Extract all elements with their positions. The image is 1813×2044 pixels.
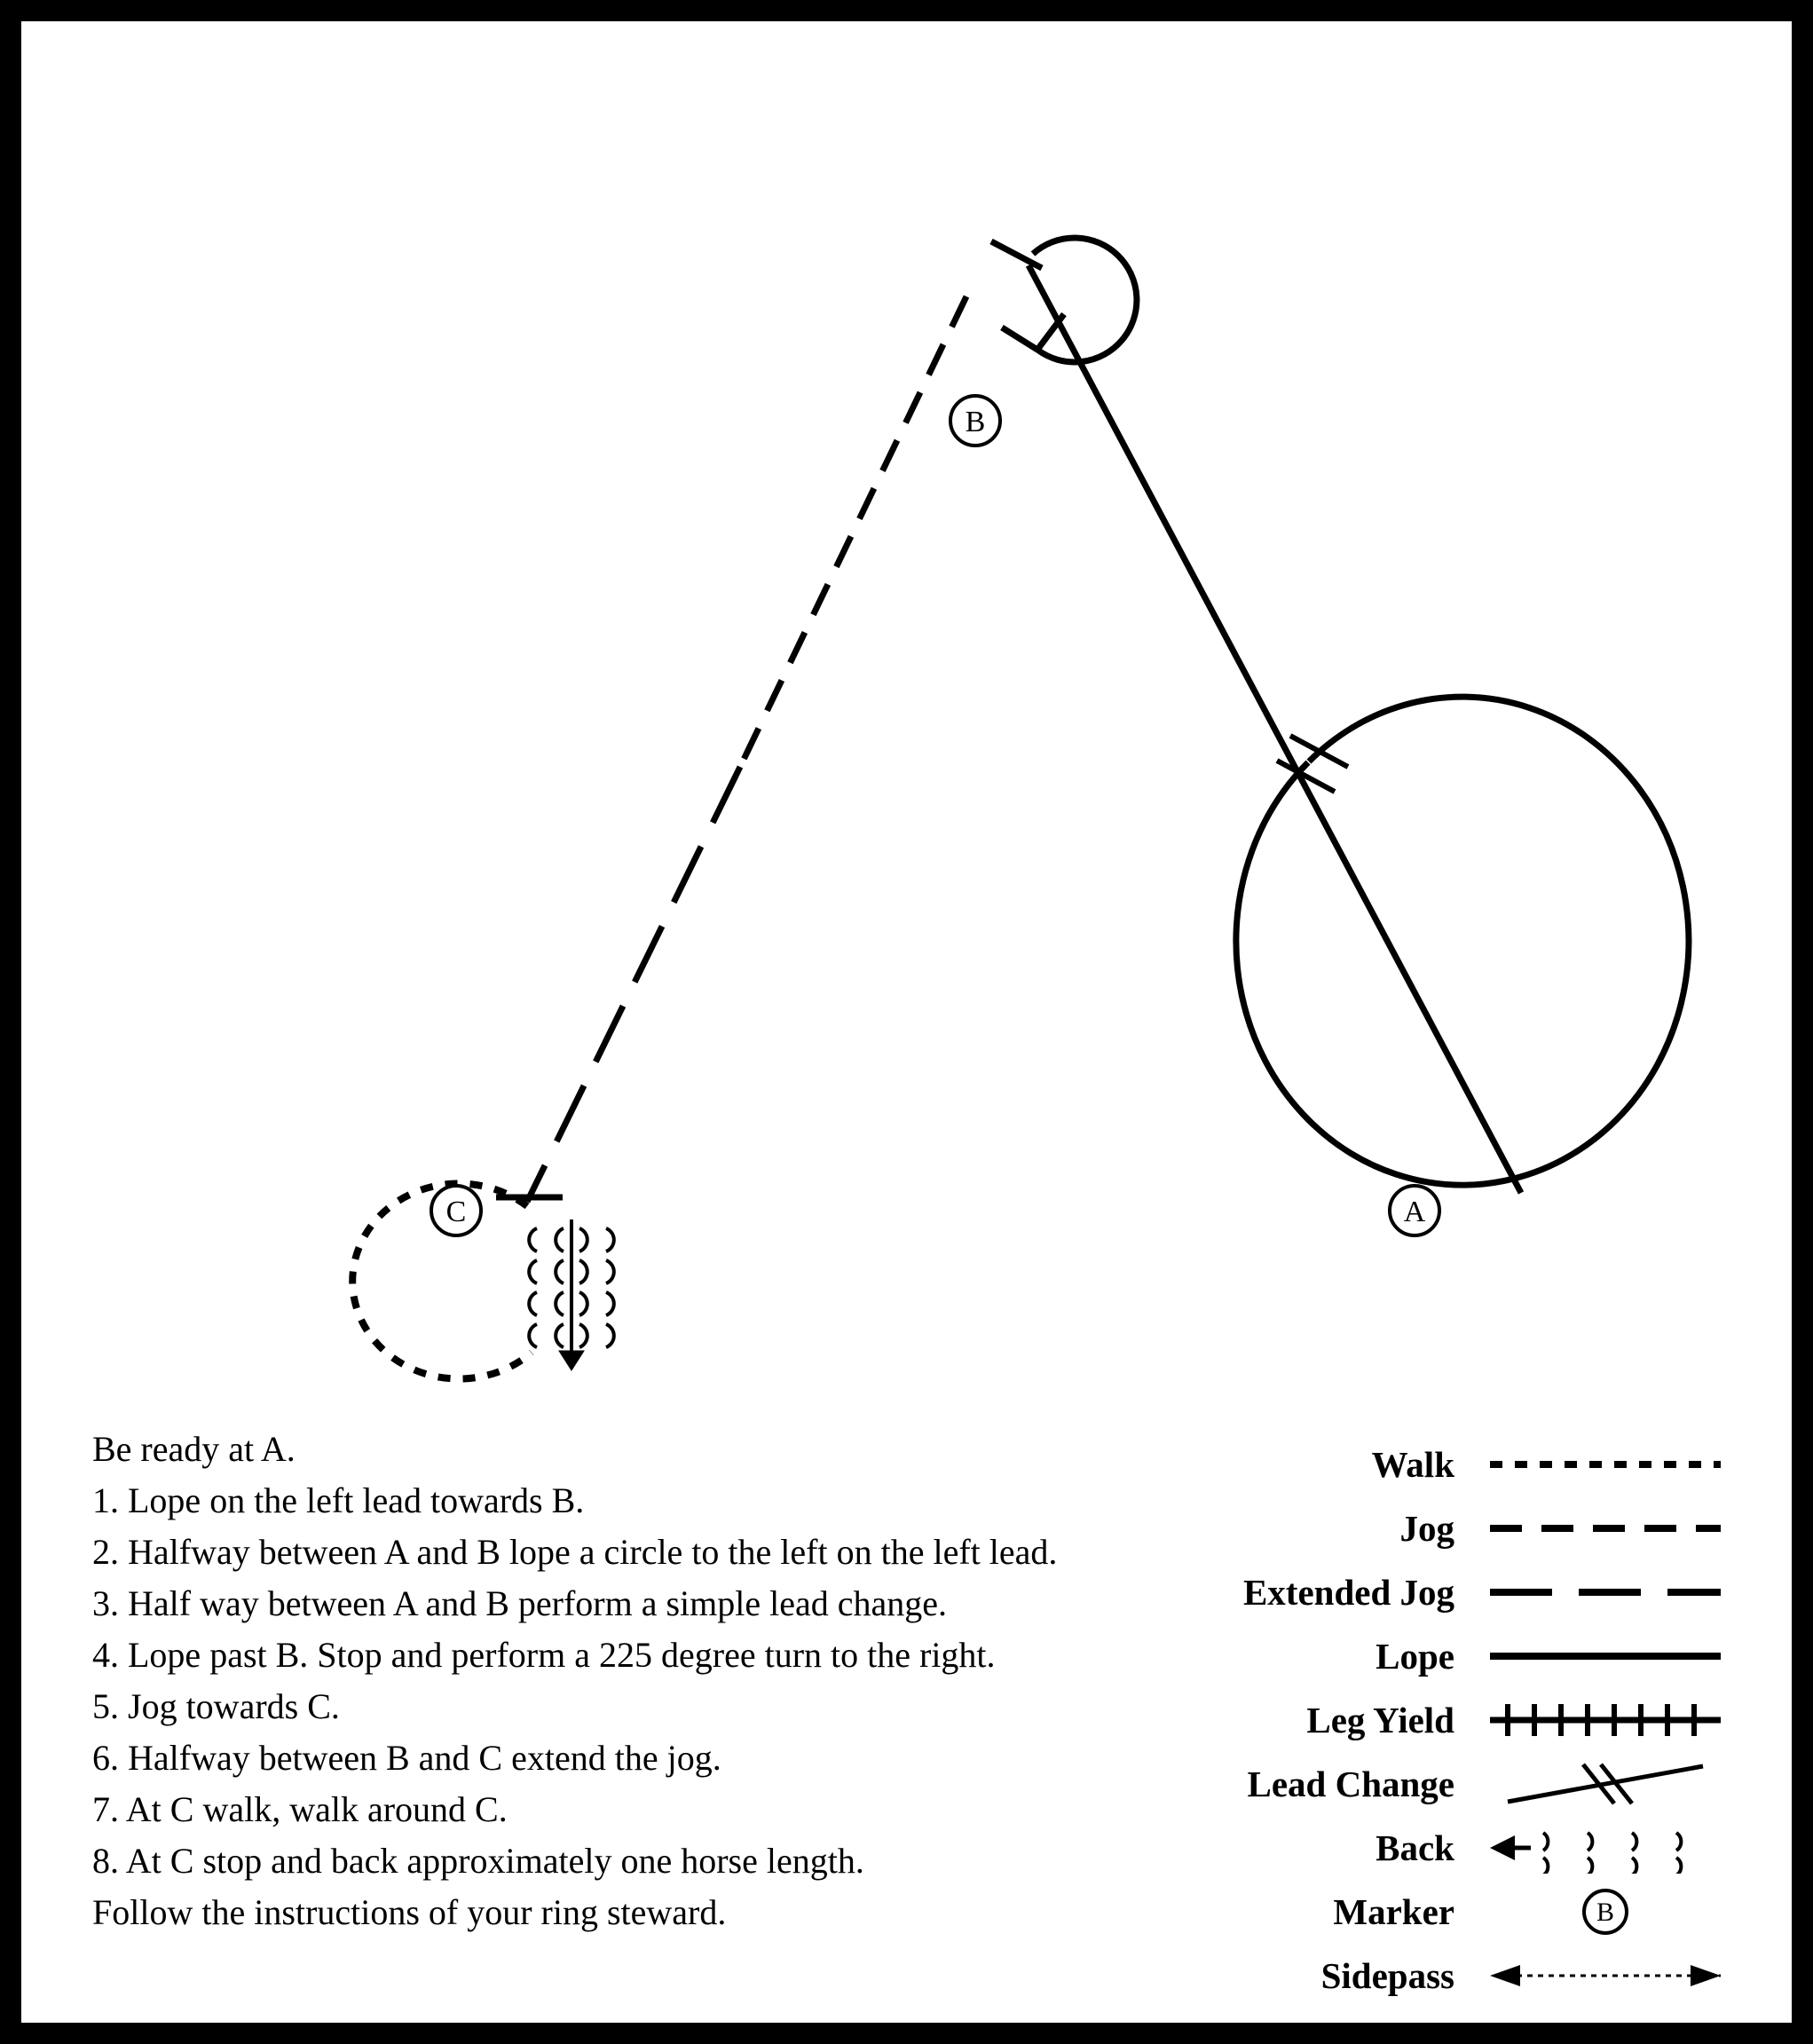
pattern-diagram: A B C <box>110 199 1746 1353</box>
instruction-step: 1. Lope on the left lead towards B. <box>92 1475 1122 1527</box>
diagram-svg: A B C <box>110 199 1746 1441</box>
legend-sample-back <box>1481 1821 1730 1874</box>
legend-row-leadchange: Lead Change <box>1073 1752 1730 1816</box>
jog-B-to-mid <box>740 296 966 767</box>
instructions-block: Be ready at A. 1. Lope on the left lead … <box>92 1424 1122 1938</box>
legend-label: Marker <box>1333 1890 1454 1933</box>
instructions-outro: Follow the instructions of your ring ste… <box>92 1887 1122 1938</box>
legend-row-extjog: Extended Jog <box>1073 1560 1730 1624</box>
lead-change-tick-1 <box>1290 736 1348 767</box>
legend-sample-extjog <box>1481 1566 1730 1619</box>
legend-row-legyield: Leg Yield <box>1073 1688 1730 1752</box>
legend: Walk Jog Extended Jog Lope Leg Yield Lead Cha… <box>1073 1432 1730 2008</box>
legend-sample-sidepass <box>1481 1949 1730 2002</box>
ext-jog-mid-to-C <box>527 767 740 1202</box>
legend-sample-legyield <box>1481 1693 1730 1747</box>
legend-row-marker: Marker B <box>1073 1880 1730 1944</box>
instructions-steps: 1. Lope on the left lead towards B.2. Ha… <box>92 1475 1122 1887</box>
instructions-intro: Be ready at A. <box>92 1424 1122 1475</box>
legend-sample-leadchange <box>1481 1757 1730 1811</box>
legend-label: Jog <box>1400 1507 1455 1550</box>
legend-label: Lead Change <box>1247 1763 1454 1805</box>
legend-label: Extended Jog <box>1243 1571 1454 1614</box>
instruction-step: 7. At C walk, walk around C. <box>92 1784 1122 1835</box>
page-frame: A B C Be ready at A. 1. Lope on the left l… <box>0 0 1813 2044</box>
legend-label: Back <box>1376 1827 1454 1869</box>
svg-text:C: C <box>446 1196 467 1228</box>
instruction-step: 4. Lope past B. Stop and perform a 225 d… <box>92 1630 1122 1681</box>
marker-C: C <box>431 1186 481 1235</box>
legend-sample-marker: B <box>1481 1885 1730 1938</box>
svg-text:B: B <box>966 406 986 438</box>
svg-text:A: A <box>1404 1196 1426 1228</box>
legend-label: Sidepass <box>1321 1954 1454 1997</box>
instruction-step: 2. Halfway between A and B lope a circle… <box>92 1527 1122 1578</box>
marker-A: A <box>1390 1186 1439 1235</box>
legend-label: Leg Yield <box>1306 1699 1454 1741</box>
legend-row-sidepass: Sidepass <box>1073 1944 1730 2008</box>
legend-row-lope: Lope <box>1073 1624 1730 1688</box>
lope-A-to-B <box>1029 265 1521 1193</box>
instruction-step: 3. Half way between A and B perform a si… <box>92 1578 1122 1630</box>
lope-circle <box>1236 697 1689 1185</box>
legend-label: Walk <box>1372 1443 1454 1486</box>
instruction-step: 6. Halfway between B and C extend the jo… <box>92 1732 1122 1784</box>
legend-row-back: Back <box>1073 1816 1730 1880</box>
legend-row-walk: Walk <box>1073 1432 1730 1496</box>
legend-sample-walk <box>1481 1438 1730 1491</box>
svg-text:B: B <box>1596 1898 1614 1927</box>
instruction-step: 5. Jog towards C. <box>92 1681 1122 1732</box>
legend-sample-lope <box>1481 1630 1730 1683</box>
marker-B: B <box>950 396 1000 446</box>
instruction-step: 8. At C stop and back approximately one … <box>92 1835 1122 1887</box>
legend-sample-jog <box>1481 1502 1730 1555</box>
legend-label: Lope <box>1376 1635 1454 1677</box>
legend-row-jog: Jog <box>1073 1496 1730 1560</box>
